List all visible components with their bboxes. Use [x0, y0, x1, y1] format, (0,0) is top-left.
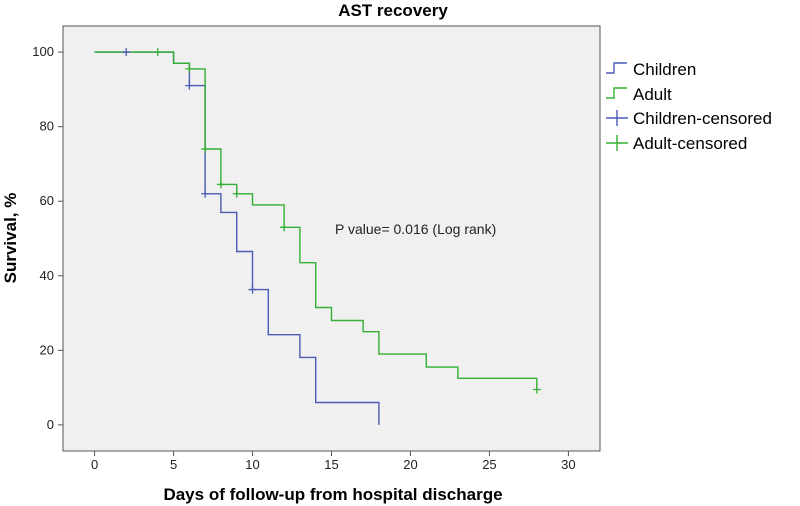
legend-label-adult-censored: Adult-censored [633, 134, 747, 153]
legend-step-symbol [606, 87, 627, 99]
x-tick-label: 0 [91, 457, 98, 472]
legend-item-children-censored: Children-censored [606, 109, 772, 128]
legend: Children Adult Children-censored Adult-c… [606, 60, 772, 153]
legend-censor-symbol [606, 110, 628, 126]
p-value-annotation: P value= 0.016 (Log rank) [335, 221, 496, 237]
y-tick-label: 20 [40, 342, 54, 357]
y-tick-label: 0 [47, 417, 54, 432]
y-axis: 0 20 40 60 80 100 [32, 44, 63, 432]
y-tick-label: 60 [40, 193, 54, 208]
legend-item-adult-censored: Adult-censored [606, 134, 747, 153]
legend-item-children: Children [606, 60, 696, 79]
censor-mark-adult [232, 189, 241, 198]
x-axis-label: Days of follow-up from hospital discharg… [163, 485, 502, 504]
censor-mark-children [248, 285, 257, 294]
censor-mark-children [122, 48, 131, 57]
x-tick-label: 30 [561, 457, 575, 472]
y-tick-label: 80 [40, 119, 54, 134]
legend-item-adult: Adult [606, 85, 672, 104]
censor-mark-adult [532, 385, 541, 394]
legend-censor-symbol [606, 135, 628, 151]
censor-mark-adult [201, 145, 210, 154]
censor-mark-children [201, 189, 210, 198]
x-tick-label: 20 [403, 457, 417, 472]
censor-mark-children [185, 81, 194, 90]
x-axis: 0 5 10 15 20 25 30 [91, 451, 576, 472]
legend-label-children-censored: Children-censored [633, 109, 772, 128]
y-tick-label: 100 [32, 44, 54, 59]
censor-marks [122, 48, 541, 394]
censor-mark-adult [280, 223, 289, 232]
x-tick-label: 10 [245, 457, 259, 472]
censor-mark-adult [216, 180, 225, 189]
x-tick-label: 5 [170, 457, 177, 472]
legend-label-children: Children [633, 60, 696, 79]
censor-mark-adult [153, 48, 162, 57]
legend-label-adult: Adult [633, 85, 672, 104]
x-tick-label: 25 [482, 457, 496, 472]
censor-mark-adult [185, 64, 194, 73]
y-tick-label: 40 [40, 268, 54, 283]
y-axis-label: Survival, % [1, 193, 20, 284]
plot-area [62, 25, 601, 452]
x-tick-label: 15 [324, 457, 338, 472]
series-line-adult [94, 51, 538, 390]
legend-step-symbol [606, 62, 627, 74]
chart-title: AST recovery [338, 1, 448, 20]
